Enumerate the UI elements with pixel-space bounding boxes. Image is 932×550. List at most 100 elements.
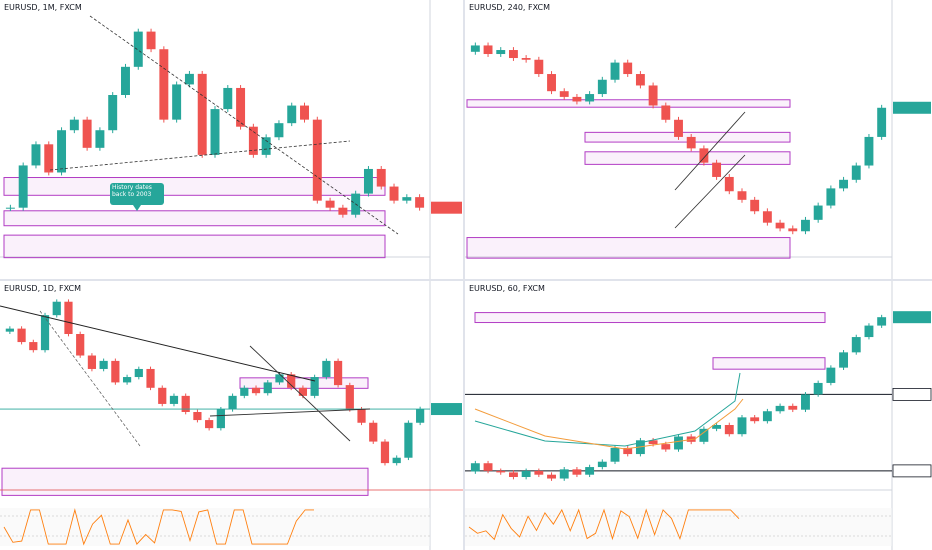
candle-body xyxy=(801,394,810,410)
sma-line xyxy=(474,398,744,450)
candle-body xyxy=(274,123,284,138)
candle-body xyxy=(345,385,354,410)
candle-body xyxy=(376,168,386,187)
candle-body xyxy=(205,420,214,429)
candle-body xyxy=(228,395,237,410)
candle-body xyxy=(597,461,607,468)
trendline xyxy=(249,345,351,442)
candle-body xyxy=(64,301,73,334)
candle-body xyxy=(146,31,156,50)
candle-body xyxy=(559,469,569,479)
candle-body xyxy=(788,228,798,232)
candle-body xyxy=(483,45,493,55)
h1-chart[interactable] xyxy=(465,281,932,550)
candle-body xyxy=(826,367,836,383)
candle-body xyxy=(275,374,284,383)
candle-body xyxy=(240,387,249,396)
candle-body xyxy=(287,105,297,124)
candle-body xyxy=(737,417,747,435)
price-badge xyxy=(893,101,931,114)
candle-body xyxy=(788,405,798,410)
candle-body xyxy=(674,119,683,137)
candle-body xyxy=(31,144,41,166)
chart-panel-h4[interactable]: EURUSD, 240, FXCM xyxy=(465,0,932,279)
candle-body xyxy=(712,162,722,177)
rsi-pane xyxy=(465,508,892,546)
candle-body xyxy=(851,337,861,353)
h4-chart[interactable] xyxy=(465,0,932,279)
candle-body xyxy=(146,368,155,388)
annotation-callout xyxy=(110,183,164,205)
candle-body xyxy=(122,377,132,383)
candle-body xyxy=(363,168,373,194)
daily-chart[interactable] xyxy=(0,281,463,550)
price-badge xyxy=(431,403,462,416)
candle-body xyxy=(699,148,709,163)
candle-body xyxy=(333,360,343,386)
candle-body xyxy=(111,360,120,383)
candle-body xyxy=(392,457,401,464)
candle-body xyxy=(534,59,544,75)
rsi-line xyxy=(468,508,740,541)
zone-box xyxy=(3,234,386,259)
candle-body xyxy=(402,197,412,201)
chart-title: EURUSD, 240, FXCM xyxy=(469,3,550,12)
chart-panel-h1[interactable]: EURUSD, 60, FXCM xyxy=(465,281,932,550)
candle-body xyxy=(877,317,887,326)
candle-body xyxy=(261,137,271,155)
candle-body xyxy=(597,79,607,95)
candle-body xyxy=(415,197,425,208)
annotation-text-box: History dates back to 2003 xyxy=(112,184,152,198)
candle-body xyxy=(483,463,493,471)
annotation-text: History dates back to 2003 xyxy=(112,184,152,198)
candle-body xyxy=(864,136,874,166)
candle-body xyxy=(369,422,378,442)
candle-body xyxy=(172,84,182,120)
candle-body xyxy=(750,417,760,422)
candle-body xyxy=(287,374,296,388)
candle-body xyxy=(648,440,658,445)
candle-body xyxy=(169,395,179,404)
candle-body xyxy=(108,95,118,131)
candle-body xyxy=(686,136,696,149)
candle-body xyxy=(839,179,849,189)
candle-body xyxy=(813,205,823,220)
zone-box xyxy=(474,312,826,324)
candle-body xyxy=(521,58,531,60)
candle-body xyxy=(864,325,874,338)
candle-body xyxy=(826,188,836,206)
candle-body xyxy=(5,328,14,332)
zone-box xyxy=(3,177,386,196)
candle-body xyxy=(851,165,861,180)
candle-body xyxy=(496,50,506,55)
candle-body xyxy=(99,360,108,369)
candle-body xyxy=(534,470,544,475)
candle-body xyxy=(121,66,130,95)
candle-body xyxy=(661,444,671,450)
candle-body xyxy=(508,472,518,477)
candle-body xyxy=(877,107,887,137)
candle-body xyxy=(389,186,399,201)
zone-box xyxy=(1,467,369,496)
candle-body xyxy=(712,425,722,429)
candle-body xyxy=(134,368,143,378)
rsi-line xyxy=(3,508,314,546)
level-badge xyxy=(892,388,932,401)
candle-body xyxy=(69,119,79,131)
candle-body xyxy=(216,409,225,429)
candle-body xyxy=(57,130,67,173)
candle-body xyxy=(648,85,658,106)
candle-body xyxy=(322,360,331,378)
candle-body xyxy=(44,144,54,173)
chart-panel-daily[interactable]: EURUSD, 1D, FXCM xyxy=(0,281,463,550)
candle-body xyxy=(82,119,92,148)
monthly-chart[interactable]: History dates back to 2003 xyxy=(0,0,463,279)
zone-box xyxy=(466,237,791,259)
chart-title: EURUSD, 1D, FXCM xyxy=(4,284,81,293)
candle-body xyxy=(338,207,348,215)
candle-body xyxy=(95,130,105,148)
ema-line xyxy=(474,372,741,447)
chart-panel-monthly[interactable]: History dates back to 2003 EURUSD, 1M, F… xyxy=(0,0,463,279)
candle-body xyxy=(496,470,506,473)
candle-body xyxy=(76,334,85,356)
